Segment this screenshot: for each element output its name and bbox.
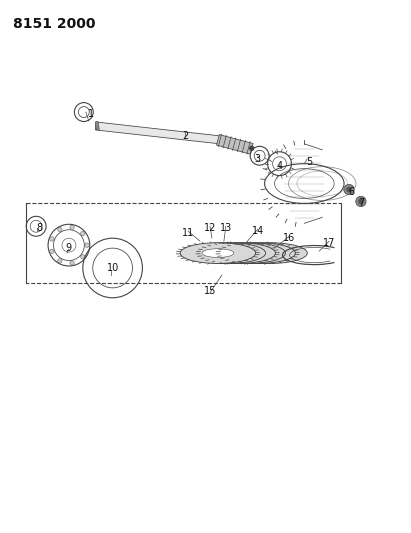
Text: 2: 2 xyxy=(182,131,188,141)
Polygon shape xyxy=(95,122,99,130)
Text: 4: 4 xyxy=(277,160,282,171)
Ellipse shape xyxy=(180,243,256,263)
Circle shape xyxy=(58,227,62,232)
Text: 14: 14 xyxy=(252,226,264,236)
Ellipse shape xyxy=(220,243,296,263)
Text: 3: 3 xyxy=(254,154,261,164)
Circle shape xyxy=(70,261,74,265)
Ellipse shape xyxy=(190,243,266,263)
Ellipse shape xyxy=(254,249,286,257)
Ellipse shape xyxy=(242,249,274,257)
Ellipse shape xyxy=(202,249,234,257)
Circle shape xyxy=(81,255,85,259)
Polygon shape xyxy=(95,122,220,144)
Ellipse shape xyxy=(200,243,275,263)
Ellipse shape xyxy=(232,249,263,257)
Text: 17: 17 xyxy=(323,238,335,248)
Text: 7: 7 xyxy=(358,198,364,208)
Ellipse shape xyxy=(210,243,286,263)
Text: 1: 1 xyxy=(88,109,94,119)
Circle shape xyxy=(344,184,354,195)
Text: 11: 11 xyxy=(182,228,194,238)
Circle shape xyxy=(249,146,254,151)
Text: 9: 9 xyxy=(66,243,72,253)
Text: 12: 12 xyxy=(204,223,216,233)
Text: 13: 13 xyxy=(220,223,232,233)
Ellipse shape xyxy=(232,243,307,263)
Circle shape xyxy=(58,259,62,263)
Circle shape xyxy=(50,249,54,254)
Circle shape xyxy=(358,199,364,204)
Text: 6: 6 xyxy=(348,187,354,197)
Circle shape xyxy=(70,225,74,230)
Circle shape xyxy=(85,243,89,247)
Circle shape xyxy=(50,237,54,241)
Text: 8: 8 xyxy=(36,223,42,233)
Text: 8151 2000: 8151 2000 xyxy=(13,17,96,31)
Circle shape xyxy=(81,231,85,236)
Text: 16: 16 xyxy=(283,233,296,243)
Text: 15: 15 xyxy=(204,286,216,296)
Ellipse shape xyxy=(212,249,244,257)
Text: 10: 10 xyxy=(106,263,119,273)
Text: 5: 5 xyxy=(306,157,312,167)
Circle shape xyxy=(346,187,352,192)
Ellipse shape xyxy=(222,249,254,257)
Polygon shape xyxy=(217,134,253,154)
Circle shape xyxy=(356,196,366,207)
